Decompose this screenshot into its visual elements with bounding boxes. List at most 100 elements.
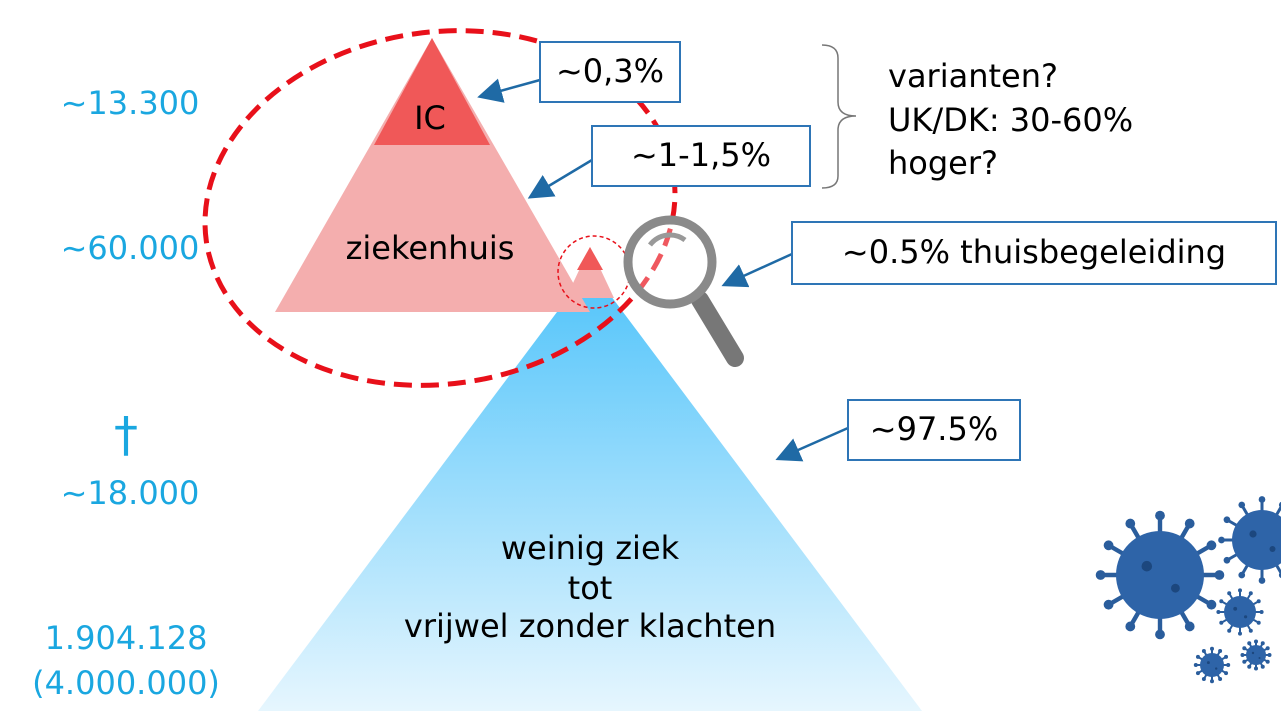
virus-part (1258, 577, 1266, 584)
virus-part (1233, 606, 1238, 611)
arrow (477, 78, 541, 103)
virus-part (1184, 518, 1195, 529)
virus-part (1265, 659, 1270, 664)
virus-part (1259, 610, 1264, 614)
virus-part (1171, 583, 1180, 593)
count-label: 1.904.128 (45, 619, 208, 657)
virus-part (1238, 588, 1242, 593)
virus-part (1278, 501, 1281, 509)
virus-part (1242, 659, 1247, 664)
hospital-pyramid (275, 38, 590, 312)
virus-part (1223, 556, 1231, 564)
virus-part (1206, 599, 1217, 610)
virus-part (1125, 518, 1136, 529)
brace (821, 44, 857, 189)
virus-part (1238, 631, 1242, 636)
mild-label: weinig ziek (501, 529, 680, 567)
small-pyramid (566, 247, 614, 298)
virus-part (1218, 677, 1223, 682)
virus-part (1155, 629, 1165, 640)
virus-part (1216, 610, 1221, 614)
virus-part (1240, 653, 1245, 657)
callout-box (539, 41, 681, 103)
virus-part (1254, 639, 1258, 644)
virus-part (1244, 615, 1248, 619)
count-label: ~13.300 (61, 84, 200, 122)
virus-part (1258, 657, 1261, 659)
virus-part (1238, 571, 1246, 579)
virus-part (1219, 620, 1224, 625)
small-tip (577, 247, 603, 270)
virus-part (1256, 599, 1261, 604)
virus-part (1210, 679, 1214, 684)
ic-label: IC (414, 99, 446, 137)
virus-part (1141, 560, 1153, 572)
virus-part (1238, 501, 1246, 509)
virus-part (1201, 677, 1206, 682)
virus-part (1195, 671, 1200, 676)
note-text: varianten? (888, 57, 1058, 95)
note-text: UK/DK: 30-60% (888, 101, 1133, 139)
virus-part (1219, 599, 1224, 604)
death-symbol: † (114, 407, 138, 463)
virus-part (1125, 621, 1136, 632)
virus-part (1223, 516, 1231, 524)
callout-text: ~0,3% (556, 52, 664, 90)
virus-part (1267, 653, 1272, 657)
callout-text: ~1-1,5% (631, 136, 771, 174)
virus-part (1232, 510, 1281, 570)
virus-part (1227, 628, 1232, 633)
virus-part (1201, 648, 1206, 653)
virus-part (1215, 667, 1218, 670)
mild-label: vrijwel zonder klachten (404, 607, 776, 645)
virus-part (1116, 531, 1204, 619)
count-label: (4.000.000) (32, 664, 220, 702)
hospital-label: ziekenhuis (346, 229, 515, 267)
mild-label: tot (568, 569, 613, 607)
virus-part (1249, 530, 1257, 538)
note-text: hoger? (888, 144, 998, 182)
arrow (721, 252, 793, 288)
virus-part (1265, 646, 1270, 651)
callout-text: ~97.5% (870, 410, 998, 448)
virus-part (1256, 620, 1261, 625)
virus-part (1224, 596, 1256, 628)
virus-part (1260, 641, 1265, 646)
virus-part (1251, 651, 1255, 655)
virus-part (1206, 540, 1217, 551)
virus-part (1224, 671, 1229, 676)
virus-part (1218, 648, 1223, 653)
virus-part (1200, 653, 1224, 677)
virus-part (1210, 646, 1214, 651)
virus-part (1260, 664, 1265, 669)
virus-part (1193, 663, 1198, 667)
magnifier (623, 215, 744, 367)
virus-part (1248, 628, 1253, 633)
virus-icons (1095, 496, 1281, 684)
virus-part (1226, 663, 1231, 667)
virus-part (1103, 599, 1114, 610)
virus-part (1254, 666, 1258, 671)
virus-part (1224, 654, 1229, 659)
virus-part (1242, 646, 1247, 651)
virus-part (1184, 621, 1195, 632)
count-label: ~18.000 (61, 474, 200, 512)
callout-box (847, 399, 1021, 461)
virus-part (1258, 496, 1266, 503)
callout-text: ~0.5% thuisbegeleiding (842, 233, 1226, 271)
virus-part (1247, 664, 1252, 669)
virus-part (1214, 570, 1225, 580)
virus-part (1103, 540, 1114, 551)
virus-part (1248, 591, 1253, 596)
virus-part (1246, 645, 1266, 665)
virus-part (1269, 546, 1276, 552)
ic-tip (374, 38, 490, 145)
count-label: ~60.000 (61, 229, 200, 267)
virus-part (1155, 510, 1165, 521)
virus-part (1218, 536, 1225, 544)
callout-box (791, 221, 1277, 285)
virus-part (1206, 661, 1210, 665)
arrow (775, 426, 849, 462)
virus-part (1278, 571, 1281, 579)
